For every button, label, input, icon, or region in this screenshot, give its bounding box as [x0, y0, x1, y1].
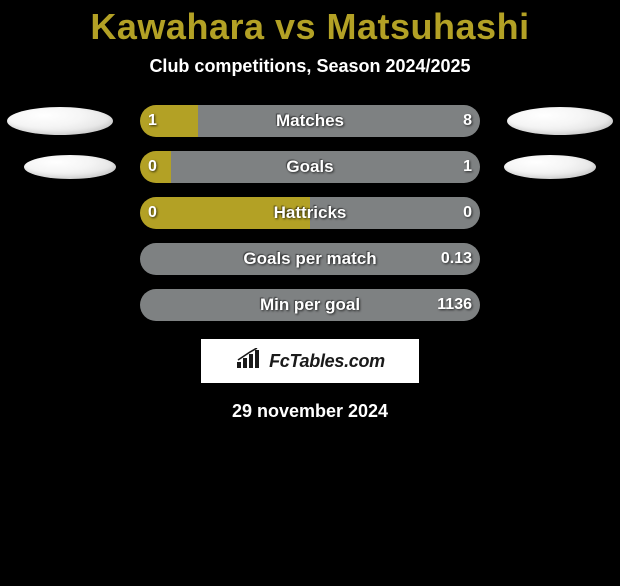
stat-bar-right [198, 105, 480, 137]
stat-row: Min per goal1136 [0, 289, 620, 321]
player-marker-left [24, 155, 116, 179]
stat-bar [140, 105, 480, 137]
stat-bar-right [171, 151, 480, 183]
stat-bar-right [140, 289, 480, 321]
stat-bar [140, 197, 480, 229]
stat-row: Matches18 [0, 105, 620, 137]
stat-row: Hattricks00 [0, 197, 620, 229]
comparison-infographic: Kawahara vs Matsuhashi Club competitions… [0, 6, 620, 422]
brand-text: FcTables.com [269, 351, 385, 372]
brand-chart-icon [235, 348, 263, 375]
player-marker-right [504, 155, 596, 179]
player-marker-left [7, 107, 113, 135]
stats-area: Matches18 Goals01 Hattricks00 Goals per mat… [0, 105, 620, 321]
stat-row: Goals per match0.13 [0, 243, 620, 275]
stat-bar-left [140, 197, 310, 229]
stat-bar-left [140, 151, 171, 183]
stat-bar-left [140, 105, 198, 137]
stat-bar [140, 289, 480, 321]
stat-row: Goals01 [0, 151, 620, 183]
brand-box: FcTables.com [201, 339, 419, 383]
page-title: Kawahara vs Matsuhashi [0, 6, 620, 48]
stat-bar [140, 243, 480, 275]
stat-bar-right [310, 197, 480, 229]
date-line: 29 november 2024 [0, 401, 620, 422]
subtitle: Club competitions, Season 2024/2025 [0, 56, 620, 77]
stat-bar [140, 151, 480, 183]
stat-bar-right [140, 243, 480, 275]
player-marker-right [507, 107, 613, 135]
